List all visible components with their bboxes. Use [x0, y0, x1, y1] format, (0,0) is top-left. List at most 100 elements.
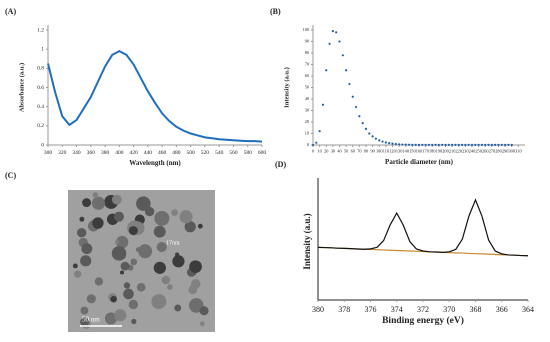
particle — [174, 304, 182, 312]
particle — [154, 210, 170, 226]
y-tick-label: 0 — [41, 142, 44, 148]
x-tick-label: 120 — [389, 148, 395, 153]
data-point — [510, 143, 513, 146]
data-point — [384, 141, 387, 144]
data-point — [504, 143, 507, 146]
x-tick-label: 100 — [376, 148, 382, 153]
data-point — [447, 143, 450, 146]
particle — [110, 295, 117, 303]
particle — [130, 258, 138, 266]
particle — [161, 275, 171, 285]
particle — [82, 198, 92, 208]
data-point — [388, 142, 391, 145]
particle — [199, 306, 209, 316]
data-point — [417, 143, 421, 146]
data-point — [354, 105, 358, 109]
x-tick-label: 130 — [396, 148, 402, 153]
x-tick-label: 440 — [144, 150, 153, 156]
x-tick-label: 376 — [365, 305, 377, 314]
y-tick-label: 20 — [305, 119, 309, 124]
particle — [136, 282, 146, 292]
particle — [171, 209, 178, 216]
x-tick-label: 400 — [115, 150, 124, 156]
x-tick-label: 290 — [502, 148, 508, 153]
data-point — [364, 127, 368, 130]
data-line — [47, 49, 263, 143]
x-tick-label: 380 — [101, 150, 110, 156]
data-point — [345, 69, 348, 72]
x-tick-label: 378 — [338, 305, 350, 314]
particle — [81, 243, 93, 255]
data-point — [484, 143, 487, 146]
particle — [197, 223, 203, 229]
data-point — [437, 143, 440, 146]
x-tick-label: 310 — [515, 148, 521, 153]
data-point — [348, 82, 351, 86]
data-point — [460, 143, 464, 146]
data-point — [414, 143, 417, 146]
x-tick-label: 200 — [442, 148, 448, 153]
x-tick-label: 374 — [391, 305, 403, 314]
x-tick-label: 300 — [44, 150, 53, 156]
x-tick-label: 480 — [172, 150, 181, 156]
data-point — [371, 135, 374, 138]
x-tick-label: 370 — [443, 305, 455, 314]
particle — [92, 192, 99, 198]
x-axis-label: Wavelength (nm) — [129, 159, 181, 167]
y-tick-label: 80 — [305, 50, 309, 55]
particle — [72, 263, 78, 269]
particle — [79, 216, 85, 222]
particle — [92, 217, 104, 229]
data-point — [477, 143, 480, 146]
x-tick-label: 70 — [357, 148, 361, 153]
x-tick-label: 270 — [489, 148, 495, 153]
x-tick-label: 60 — [351, 148, 355, 153]
particle — [128, 226, 138, 236]
data-point — [441, 143, 444, 146]
x-axis-label: Binding energy (eV) — [382, 315, 464, 326]
data-line — [317, 198, 529, 257]
x-tick-label: 230 — [462, 148, 468, 153]
y-tick-label: 30 — [305, 107, 309, 112]
data-point — [381, 140, 384, 143]
x-tick-label: 90 — [370, 148, 374, 153]
data-point — [434, 143, 437, 146]
data-point — [407, 143, 411, 146]
y-tick-label: 10 — [305, 130, 309, 135]
size-annotation: 17nm — [166, 240, 180, 246]
x-tick-label: 110 — [383, 148, 389, 153]
y-tick-label: 40 — [305, 96, 309, 101]
particle — [113, 211, 124, 222]
data-point — [335, 31, 338, 34]
panel-label: (C) — [5, 171, 16, 180]
x-axis-label: Particle diameter (nm) — [385, 158, 454, 166]
particle — [179, 210, 193, 224]
data-point — [394, 142, 397, 146]
particle — [156, 242, 167, 253]
data-point — [490, 143, 493, 146]
panel-label: (B) — [270, 7, 281, 16]
x-tick-label: 240 — [469, 148, 475, 153]
x-tick-label: 540 — [215, 150, 224, 156]
particle — [115, 235, 129, 249]
particle — [153, 225, 166, 238]
data-point — [431, 143, 434, 146]
x-tick-label: 160 — [416, 148, 422, 153]
particle — [123, 288, 134, 300]
particle — [76, 227, 87, 238]
data-point — [331, 30, 334, 33]
scale-bar-label: 50 nm — [82, 316, 100, 324]
x-tick-label: 170 — [422, 148, 428, 153]
x-tick-label: 460 — [158, 150, 167, 156]
data-point — [358, 115, 361, 118]
data-point — [315, 141, 318, 144]
data-point — [494, 143, 497, 146]
particle — [111, 194, 122, 205]
data-point — [404, 143, 407, 146]
x-tick-label: 300 — [509, 148, 515, 153]
x-tick-label: 340 — [72, 150, 81, 156]
particle — [167, 284, 173, 291]
x-tick-label: 140 — [403, 148, 409, 153]
particle — [114, 309, 127, 322]
data-point — [454, 143, 457, 146]
